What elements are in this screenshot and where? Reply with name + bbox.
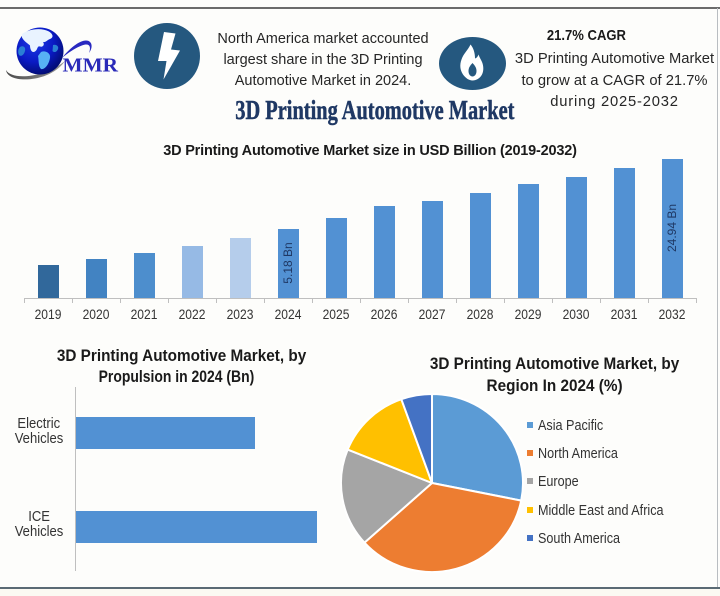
- svg-text:MMR: MMR: [63, 56, 119, 77]
